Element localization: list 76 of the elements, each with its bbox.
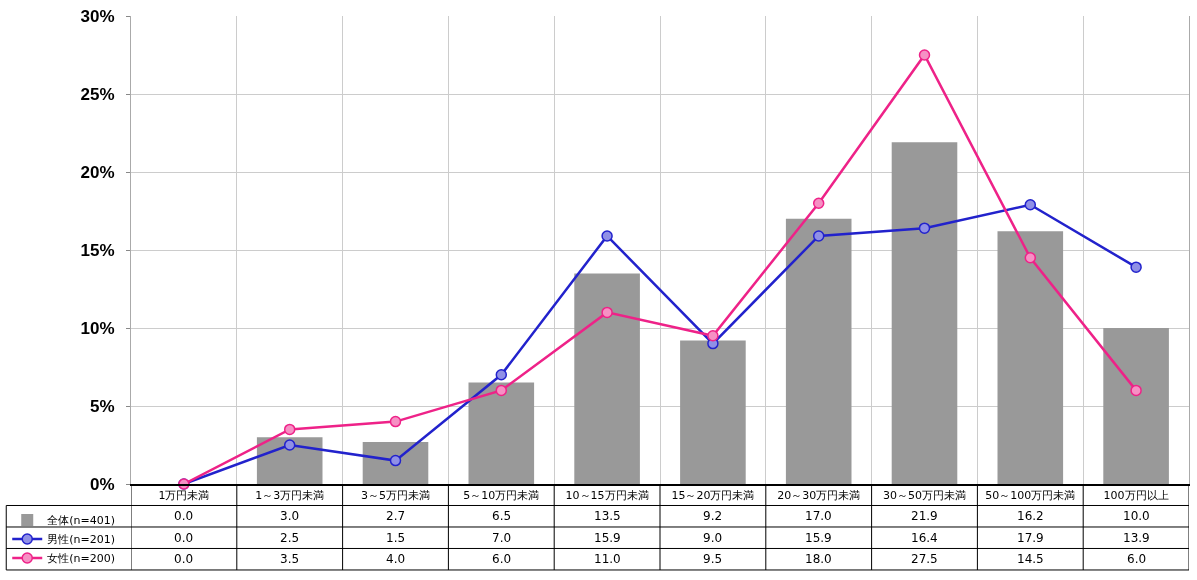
data-label: 15.9: [805, 531, 832, 545]
data-label: 0.0: [174, 509, 194, 523]
data-label: 6.0: [1127, 552, 1147, 566]
bar: [997, 231, 1064, 484]
data-label: 13.9: [1123, 531, 1150, 545]
data-label: 17.9: [1017, 531, 1044, 545]
bar: [574, 273, 640, 484]
point: [1130, 384, 1142, 397]
point: [812, 197, 825, 209]
point: [1024, 199, 1037, 211]
data-label: 6.5: [492, 509, 512, 523]
x-tick-label: 100万円以上: [1103, 488, 1169, 502]
y-tick-label: 30%: [80, 6, 115, 26]
y-tick-label: 25%: [80, 84, 115, 104]
x-tick-label: 1万円未満: [158, 488, 210, 502]
point: [707, 330, 719, 342]
x-tick-label: 3～5万円未満: [361, 488, 430, 502]
data-label: 14.5: [1017, 552, 1044, 566]
data-label: 1.5: [386, 531, 406, 545]
data-label: 27.5: [911, 552, 938, 566]
data-label: 7.0: [492, 531, 512, 545]
data-label: 13.5: [594, 509, 621, 523]
y-tick-label: 0%: [90, 474, 115, 494]
point: [918, 49, 931, 61]
x-tick-label: 30～50万円未満: [883, 488, 966, 502]
data-label: 18.0: [805, 552, 832, 566]
bar: [362, 441, 429, 484]
bar: [680, 340, 746, 484]
data-label: 15.9: [594, 531, 621, 545]
point: [495, 369, 508, 381]
point: [389, 454, 402, 467]
x-tick-label: 15～20万円未満: [671, 488, 755, 502]
point: [283, 423, 296, 436]
point: [1130, 261, 1142, 273]
legend-label: 全体(n=401): [47, 514, 116, 528]
data-label: 2.7: [386, 509, 406, 523]
data-label: 2.5: [280, 531, 300, 545]
data-label: 4.0: [386, 552, 406, 566]
point: [601, 306, 613, 319]
y-tick-label: 15%: [80, 240, 115, 260]
data-label: 0.0: [174, 531, 194, 545]
point: [495, 384, 508, 397]
x-tick-label: 50～100万円未満: [985, 488, 1076, 502]
x-tick-label: 20～30万円未満: [777, 488, 861, 502]
data-label: 10.0: [1123, 509, 1150, 523]
point: [1024, 252, 1037, 264]
legend-label: 男性(n=201): [47, 533, 116, 547]
point: [601, 230, 613, 242]
data-label: 11.0: [594, 552, 621, 566]
data-label: 16.2: [1017, 509, 1044, 523]
data-label: 6.0: [492, 552, 512, 566]
y-tick-label: 10%: [80, 318, 115, 338]
data-label: 17.0: [805, 509, 832, 523]
bar: [1103, 328, 1169, 484]
data-label: 9.5: [703, 552, 723, 566]
point: [918, 222, 931, 234]
x-tick-label: 1～3万円未満: [255, 488, 325, 502]
point: [283, 439, 296, 451]
data-label: 3.5: [280, 552, 300, 566]
data-label: 3.0: [280, 509, 300, 523]
data-label: 9.0: [703, 531, 723, 545]
x-tick-label: 5～10万円未満: [463, 488, 540, 502]
data-label: 0.0: [174, 552, 194, 566]
y-tick-label: 20%: [80, 162, 115, 182]
x-tick-label: 10～15万円未満: [565, 488, 649, 502]
data-label: 16.4: [911, 531, 938, 545]
bar: [256, 437, 323, 484]
bar: [785, 218, 852, 484]
point: [389, 415, 402, 428]
bar: [468, 382, 535, 484]
legend-label: 女性(n=200): [47, 552, 116, 566]
y-tick-label: 5%: [90, 396, 115, 416]
data-label: 9.2: [703, 509, 723, 523]
data-label: 21.9: [911, 509, 938, 523]
bar: [891, 142, 958, 484]
point: [812, 230, 825, 242]
